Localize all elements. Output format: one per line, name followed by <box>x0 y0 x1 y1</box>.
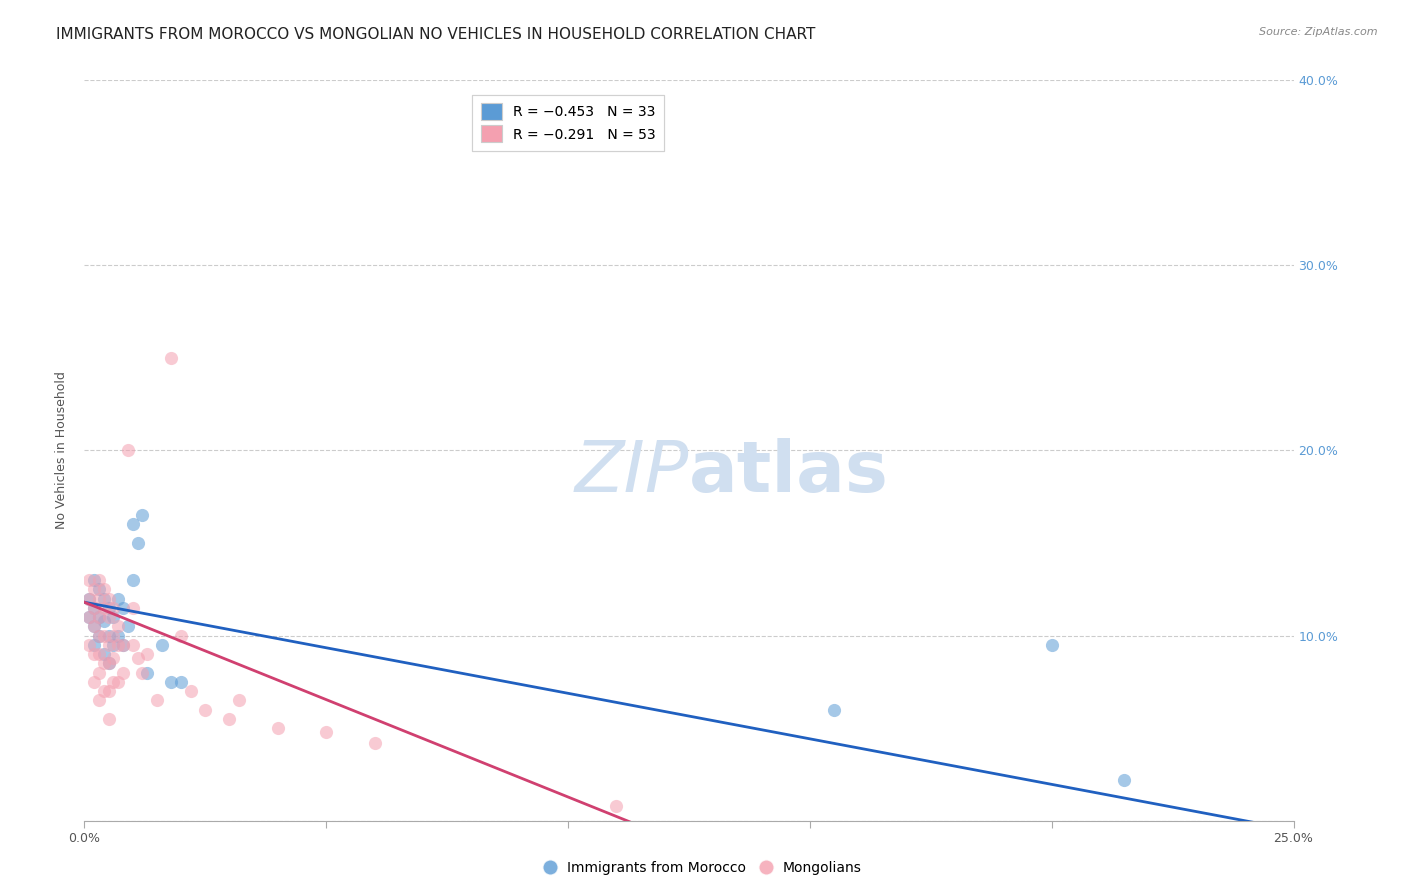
Y-axis label: No Vehicles in Household: No Vehicles in Household <box>55 372 69 529</box>
Point <box>97 638 120 652</box>
Point <box>83 600 105 615</box>
Point <box>77 610 100 624</box>
Point <box>117 619 139 633</box>
Point <box>97 591 120 606</box>
Point <box>77 591 100 606</box>
Point <box>83 573 105 587</box>
Point <box>1040 638 1063 652</box>
Point <box>127 650 149 665</box>
Point <box>93 684 115 698</box>
Point <box>315 724 337 739</box>
Point <box>112 638 135 652</box>
Point <box>112 665 135 680</box>
Text: IMMIGRANTS FROM MOROCCO VS MONGOLIAN NO VEHICLES IN HOUSEHOLD CORRELATION CHART: IMMIGRANTS FROM MOROCCO VS MONGOLIAN NO … <box>56 27 815 42</box>
Point <box>170 674 193 689</box>
Point <box>97 684 120 698</box>
Point <box>103 650 125 665</box>
Point <box>103 674 125 689</box>
Point <box>83 600 105 615</box>
Point <box>97 657 120 671</box>
Point <box>170 628 193 642</box>
Point <box>107 619 129 633</box>
Point <box>87 628 110 642</box>
Point <box>93 647 115 661</box>
Point <box>87 628 110 642</box>
Point <box>107 591 129 606</box>
Point <box>83 674 105 689</box>
Point <box>131 508 153 523</box>
Point <box>83 647 105 661</box>
Point <box>112 600 135 615</box>
Point <box>127 536 149 550</box>
Point <box>107 638 129 652</box>
Point <box>87 647 110 661</box>
Point <box>150 638 173 652</box>
Point <box>107 674 129 689</box>
Point <box>131 665 153 680</box>
Point <box>77 573 100 587</box>
Point <box>93 600 115 615</box>
Point <box>83 638 105 652</box>
Point <box>136 665 159 680</box>
Point <box>103 610 125 624</box>
Point <box>103 628 125 642</box>
Point <box>363 736 385 750</box>
Point <box>87 582 110 597</box>
Point <box>228 693 250 707</box>
Point <box>117 443 139 458</box>
Point <box>605 798 627 813</box>
Point <box>121 517 143 532</box>
Point <box>77 638 100 652</box>
Point <box>93 582 115 597</box>
Point <box>87 693 110 707</box>
Point <box>97 712 120 726</box>
Point <box>97 657 120 671</box>
Point <box>160 674 183 689</box>
Point <box>121 600 143 615</box>
Point <box>103 600 125 615</box>
Point <box>87 591 110 606</box>
Point <box>267 721 290 735</box>
Point <box>87 573 110 587</box>
Point <box>103 638 125 652</box>
Point <box>83 619 105 633</box>
Point <box>83 619 105 633</box>
Legend: Immigrants from Morocco, Mongolians: Immigrants from Morocco, Mongolians <box>540 855 866 880</box>
Point <box>121 638 143 652</box>
Text: atlas: atlas <box>689 438 889 508</box>
Point <box>97 600 120 615</box>
Point <box>87 665 110 680</box>
Point <box>93 657 115 671</box>
Point <box>97 610 120 624</box>
Text: ZIP: ZIP <box>575 438 689 508</box>
Text: Source: ZipAtlas.com: Source: ZipAtlas.com <box>1260 27 1378 37</box>
Point <box>1114 772 1136 787</box>
Point <box>160 351 183 365</box>
Point <box>218 712 240 726</box>
Point <box>194 703 217 717</box>
Point <box>146 693 169 707</box>
Point <box>107 628 129 642</box>
Point <box>136 647 159 661</box>
Point <box>121 573 143 587</box>
Point <box>77 610 100 624</box>
Point <box>83 582 105 597</box>
Point <box>180 684 202 698</box>
Point <box>823 703 845 717</box>
Point <box>112 638 135 652</box>
Point <box>93 614 115 628</box>
Point <box>93 591 115 606</box>
Point <box>77 591 100 606</box>
Point <box>87 610 110 624</box>
Point <box>87 610 110 624</box>
Legend: R = −0.453   N = 33, R = −0.291   N = 53: R = −0.453 N = 33, R = −0.291 N = 53 <box>472 95 664 151</box>
Point <box>93 628 115 642</box>
Point <box>97 628 120 642</box>
